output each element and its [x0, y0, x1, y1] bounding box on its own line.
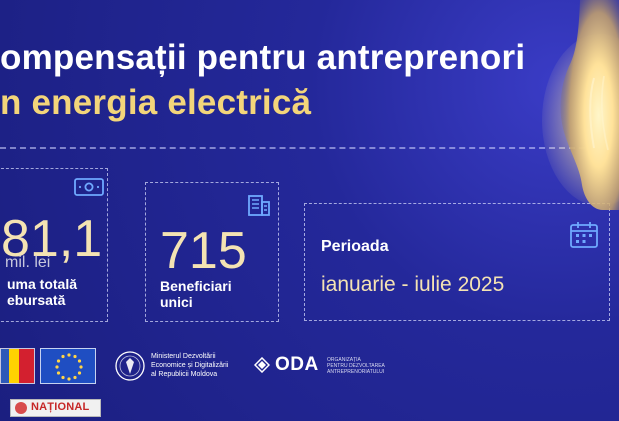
period-title: Perioada — [321, 238, 389, 255]
moldova-flag-blue-band — [1, 349, 9, 383]
period-value: ianuarie - iulie 2025 — [321, 273, 505, 296]
headline-line-2: n energia electrică — [0, 83, 312, 122]
national-badge-icon — [15, 402, 27, 414]
moldova-flag — [0, 348, 35, 384]
moldova-flag-red-band — [19, 349, 34, 383]
ministry-emblem-icon — [115, 351, 145, 381]
money-stat-label-line-2: ebursată — [7, 292, 66, 308]
period-card: Perioada ianuarie - iulie 2025 — [304, 203, 610, 321]
beneficiaries-stat-value: 715 — [160, 222, 247, 280]
beneficiaries-stat-card: 715 Beneficiari unici — [145, 182, 279, 322]
moldova-flag-yellow-band — [9, 349, 19, 383]
eu-stars-icon — [55, 353, 83, 381]
light-bulb-illustration — [518, 0, 619, 220]
money-stat-card: 81,1 mil. lei uma totală ebursată — [0, 168, 108, 322]
money-stat-value: 81,1 — [1, 210, 103, 268]
oda-mark-icon — [254, 357, 270, 373]
ministry-text: Ministerul Dezvoltării Economice și Digi… — [151, 353, 229, 378]
eu-flag — [40, 348, 96, 384]
dashed-separator — [0, 147, 595, 149]
calendar-icon — [570, 222, 598, 248]
money-stat-label-line-1: uma totală — [7, 276, 78, 292]
headline-line-1: ompensații pentru antreprenori — [0, 38, 526, 77]
light-bulb-icon — [542, 0, 619, 210]
building-icon — [248, 195, 270, 216]
money-stat-unit: mil. lei — [5, 254, 51, 271]
beneficiaries-stat-label-line-1: Beneficiari — [160, 278, 232, 294]
oda-small-text: ORGANIZAȚIA PENTRU DEZVOLTAREA ANTREPREN… — [327, 357, 385, 375]
beneficiaries-stat-label-line-2: unici — [160, 294, 193, 310]
national-text: NAȚIONAL — [31, 401, 90, 413]
oda-word: ODA — [275, 354, 319, 375]
partner-logos: Ministerul Dezvoltării Economice și Digi… — [0, 344, 619, 421]
money-icon — [74, 178, 104, 196]
national-watermark: NAȚIONAL — [10, 399, 101, 417]
